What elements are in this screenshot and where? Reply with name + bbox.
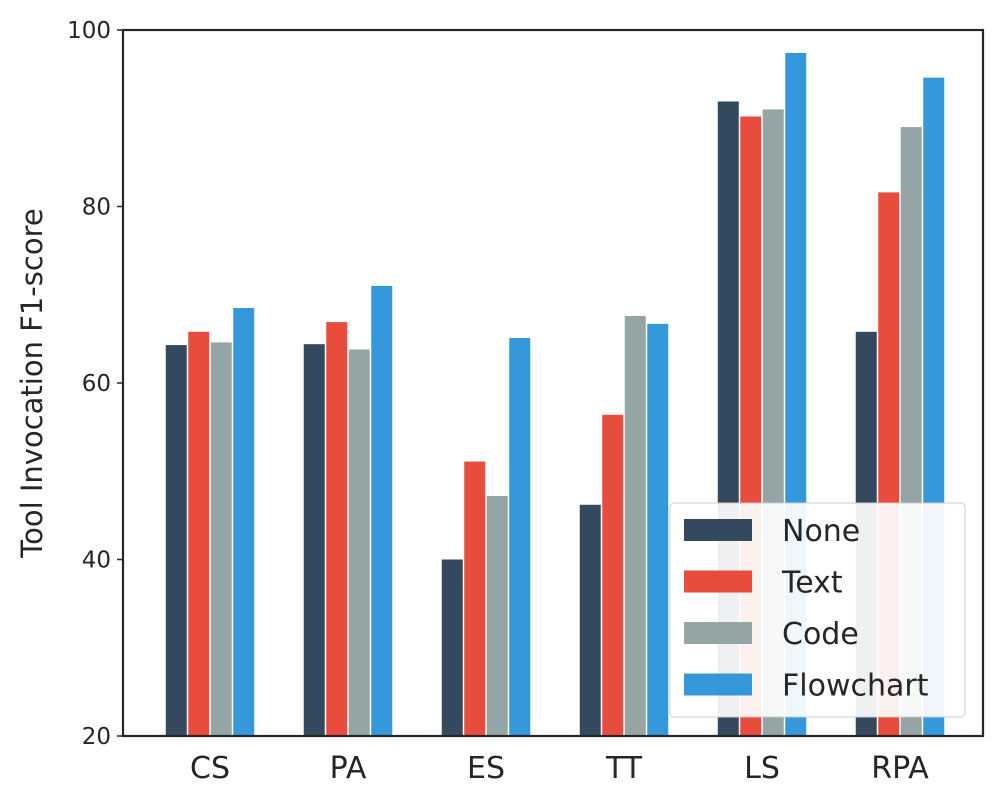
bar-es-text (464, 461, 486, 736)
y-axis-ticks: 20 40 60 80 100 (67, 18, 123, 750)
y-tick-label: 40 (82, 548, 111, 574)
bar-pa-flowchart (371, 285, 393, 736)
legend-label-code: Code (782, 617, 859, 652)
bar-es-none (441, 559, 463, 736)
legend-box (669, 502, 966, 718)
y-tick-label: 80 (82, 195, 111, 221)
legend[interactable]: None Text Code Flowchart (669, 502, 966, 718)
bar-cs-none (165, 345, 187, 736)
bar-tt-none (579, 504, 601, 736)
bar-tt-code (624, 315, 646, 736)
bar-tt-flowchart (647, 323, 669, 736)
y-tick-label: 100 (67, 18, 111, 44)
bar-cs-code (210, 342, 232, 736)
y-tick-label: 60 (82, 371, 111, 397)
x-axis-ticks: CS PA ES TT LS RPA (190, 751, 929, 786)
legend-label-none: None (782, 514, 860, 549)
bar-pa-none (303, 344, 325, 736)
legend-swatch-code (684, 622, 752, 644)
y-axis-title: Tool Invocation F1-score (15, 208, 49, 558)
x-tick-label-rpa: RPA (871, 751, 929, 786)
bar-pa-text (326, 322, 348, 736)
bar-es-flowchart (509, 337, 531, 736)
bar-cs-text (188, 331, 210, 736)
legend-swatch-none (684, 519, 752, 541)
legend-swatch-flowchart (684, 673, 752, 696)
legend-label-flowchart: Flowchart (782, 669, 929, 704)
bar-es-code (486, 495, 508, 736)
x-tick-label-ls: LS (744, 751, 780, 786)
bar-cs-flowchart (233, 307, 255, 736)
bar-tt-text (602, 414, 624, 736)
bar-pa-code (348, 349, 370, 736)
x-tick-label-cs: CS (190, 751, 230, 786)
y-tick-label: 20 (82, 724, 111, 750)
legend-label-text: Text (781, 566, 843, 601)
legend-swatch-text (684, 570, 752, 593)
x-tick-label-pa: PA (330, 751, 367, 786)
x-tick-label-tt: TT (605, 751, 643, 786)
x-tick-label-es: ES (467, 751, 505, 786)
